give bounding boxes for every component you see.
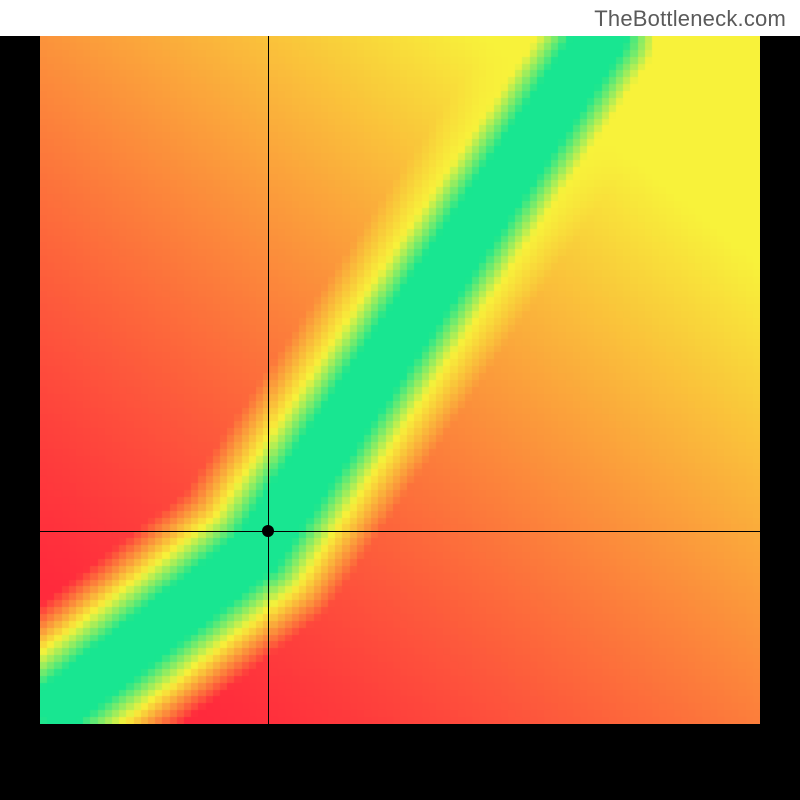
attribution-label: TheBottleneck.com: [594, 6, 786, 32]
heatmap-canvas: [40, 36, 760, 724]
crosshair-vertical: [268, 36, 269, 724]
container: TheBottleneck.com: [0, 0, 800, 800]
heatmap-plot: [40, 36, 760, 724]
crosshair-horizontal: [40, 531, 760, 532]
data-point-marker: [262, 525, 274, 537]
